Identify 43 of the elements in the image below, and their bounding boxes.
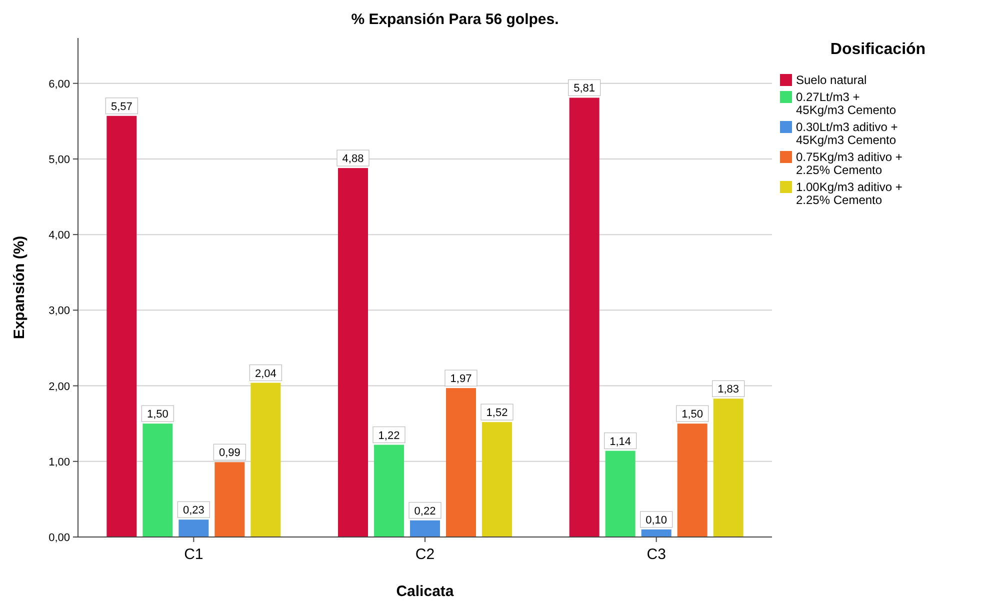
y-axis-title: Expansión (%) [11,236,28,340]
data-label: 1,14 [610,436,632,448]
data-label: 5,81 [574,82,596,95]
y-tick-label: 3,00 [48,305,70,318]
data-label: 1,50 [146,408,168,421]
legend-title: Dosificación [830,41,926,58]
data-label: 1,22 [378,430,400,442]
bar [482,422,512,537]
data-label: 1,83 [718,384,740,396]
x-tick-label: C2 [415,546,435,563]
x-axis-title: Calicata [396,583,454,600]
bar [446,388,476,537]
x-tick-label: C1 [184,546,204,563]
data-label: 1,52 [486,407,508,420]
chart-title: % Expansión Para 56 golpes. [351,11,559,28]
bar [569,98,600,537]
legend-label: 0.27Lt/m3 + 45Kg/m3 Cemento [796,90,896,117]
legend-label: 0.30Lt/m3 aditivo + 45Kg/m3 Cemento [796,120,898,147]
data-label: 0,22 [414,505,436,518]
legend-label: Suelo natural [796,73,867,87]
y-tick-label: 6,00 [48,78,70,90]
x-tick-label: C3 [646,546,666,563]
data-label: 0,23 [182,504,204,517]
data-label: 0,99 [218,447,240,460]
bar [677,424,708,537]
legend-label: 0.75Kg/m3 aditivo + 2.25% Cemento [796,150,902,177]
y-tick-label: 0,00 [48,532,70,544]
data-label: 1,50 [682,408,704,421]
data-label: 4,88 [342,153,364,166]
bar [338,168,368,537]
data-label: 2,04 [254,368,276,380]
bar [142,424,173,537]
bar [713,398,744,537]
legend-label: 1.00Kg/m3 aditivo + 2.25% Cemento [796,180,902,207]
y-tick-label: 2,00 [48,380,70,393]
data-label: 5,57 [110,100,132,113]
data-label: 0,10 [646,514,668,526]
y-tick-label: 5,00 [48,154,70,166]
bar [178,520,209,537]
bar [214,462,245,537]
data-label: 1,97 [450,373,472,386]
y-tick-label: 1,00 [48,456,70,468]
y-tick-label: 4,00 [48,230,70,242]
